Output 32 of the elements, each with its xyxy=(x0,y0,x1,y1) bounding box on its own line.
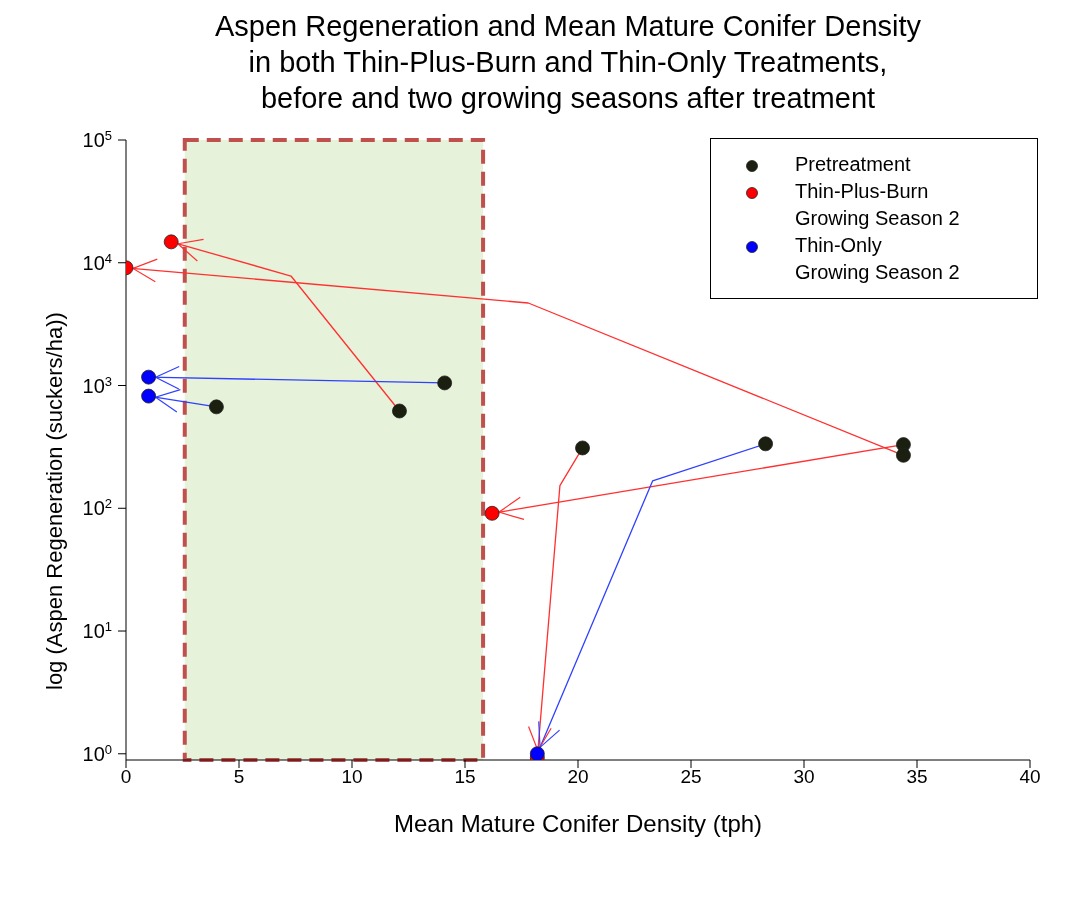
legend-label: Thin-Plus-Burn Growing Season 2 xyxy=(795,179,960,231)
chart-title: Aspen Regeneration and Mean Mature Conifer Density in both Thin-Plus-Burn and Thin-Only Treatments, before and two growing seasons after treatment xyxy=(213,9,923,116)
y-tick-label: 10$^{0}$ xyxy=(82,741,112,765)
point xyxy=(484,505,500,521)
point xyxy=(575,440,590,456)
x-tick-label: 15 xyxy=(454,766,476,788)
x-tick-label: 0 xyxy=(120,766,132,788)
y-tick-label: 10$^{3}$ xyxy=(82,373,112,397)
legend-label: Thin-Only Growing Season 2 xyxy=(795,233,960,285)
point xyxy=(437,375,453,391)
x-tick-label: 20 xyxy=(567,766,589,788)
x-tick-label: 35 xyxy=(906,766,928,788)
y-tick-label: 10$^{5}$ xyxy=(82,127,112,151)
point xyxy=(163,234,179,250)
x-tick-label: 5 xyxy=(233,766,245,788)
y-tick-label: 10$^{1}$ xyxy=(82,618,112,643)
x-tick-label: 40 xyxy=(1019,766,1041,788)
x-tick-label: 30 xyxy=(793,766,815,788)
x-tick-label: 10 xyxy=(341,766,363,788)
y-tick-label: 10$^{4}$ xyxy=(82,250,112,274)
point xyxy=(141,388,156,404)
point xyxy=(758,436,773,452)
x-tick-label: 25 xyxy=(680,766,702,788)
point xyxy=(529,746,545,760)
x-axis-title: Mean Mature Conifer Density (tph) xyxy=(393,810,763,837)
point xyxy=(209,399,224,415)
legend-label: Pretreatment xyxy=(795,152,911,177)
y-axis-title: log (Aspen Regeneration (suckers/ha)) xyxy=(41,312,67,690)
y-tick-label: 10$^{2}$ xyxy=(82,495,112,520)
point xyxy=(896,447,911,463)
point xyxy=(392,403,407,419)
point xyxy=(141,369,156,385)
